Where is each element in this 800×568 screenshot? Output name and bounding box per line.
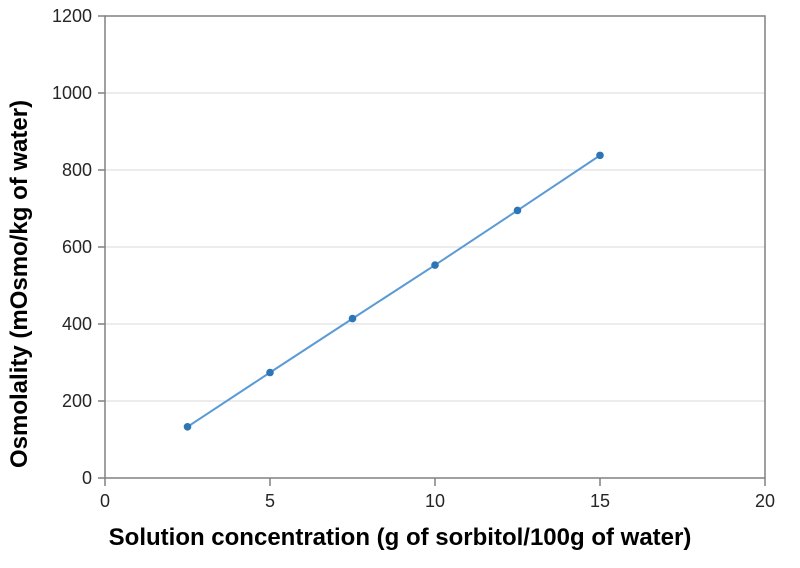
y-tick-label-600: 600 [62,237,92,257]
y-tick-label-200: 200 [62,391,92,411]
y-tick-label-1200: 1200 [52,6,92,26]
x-tick-label-5: 5 [265,491,275,511]
x-axis-title: Solution concentration (g of sorbitol/10… [108,524,692,551]
x-tick-label-0: 0 [100,491,110,511]
data-point-osmolality-vs-concentration-2 [348,314,357,323]
data-point-osmolality-vs-concentration-1 [266,368,274,377]
x-tick-label-20: 20 [755,491,775,511]
y-tick-label-400: 400 [62,314,92,334]
y-tick-label-0: 0 [82,468,92,488]
data-point-osmolality-vs-concentration-3 [431,261,439,269]
data-point-osmolality-vs-concentration-5 [596,151,604,160]
x-tick-label-10: 10 [425,491,445,511]
y-axis-title: Osmolality (mOsmo/kg of water) [6,99,33,469]
data-point-osmolality-vs-concentration-4 [513,206,522,215]
series-line-osmolality-vs-concentration [186,154,601,428]
x-tick-label-15: 15 [590,491,610,511]
y-tick-label-800: 800 [62,160,92,180]
data-point-osmolality-vs-concentration-0 [183,422,192,431]
y-tick-label-1000: 1000 [52,83,92,103]
